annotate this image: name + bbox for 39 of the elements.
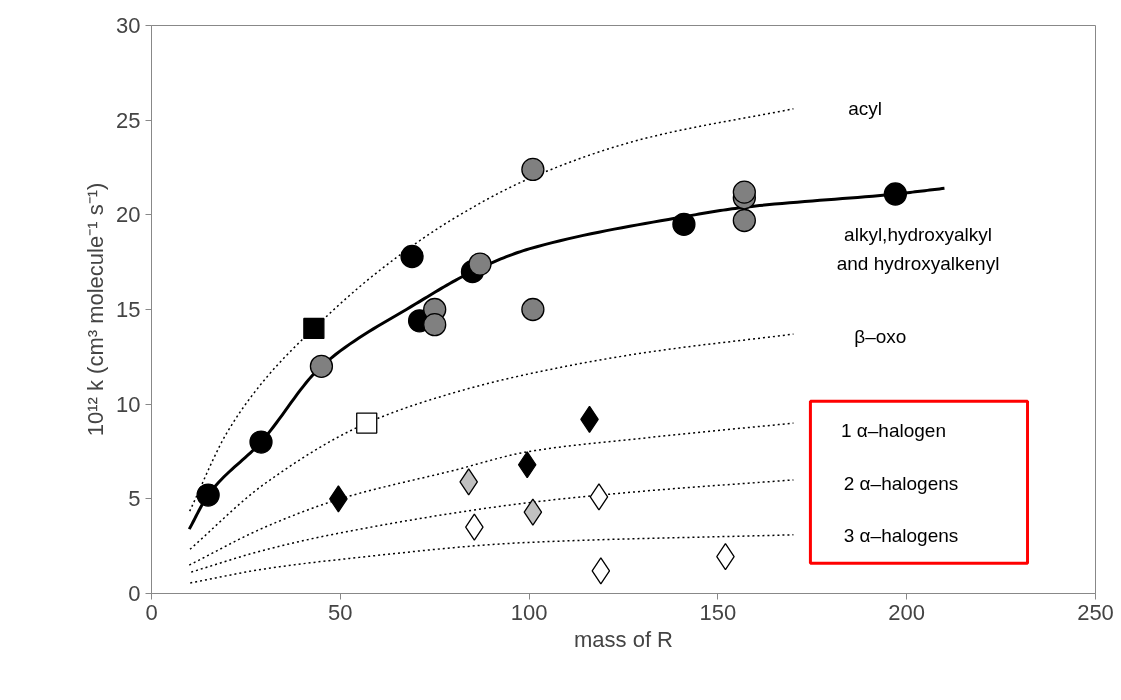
point [249,430,273,454]
point [356,412,378,434]
y-tick-label: 25 [116,107,141,133]
point [591,557,611,585]
point [589,483,609,511]
point [523,498,543,526]
point [196,483,220,507]
point [400,244,424,269]
point [521,297,545,322]
point [423,313,447,337]
x-tick-label: 250 [1077,599,1114,625]
y-tick-label: 5 [128,486,141,512]
x-tick-label: 100 [510,599,548,625]
point [468,252,492,276]
point [521,157,545,182]
point [732,208,756,233]
y-tick-label: 30 [116,13,141,38]
annotation: 2 α–halogens [843,473,959,495]
point [303,317,325,340]
point [517,451,537,479]
annotation: β–oxo [854,325,907,347]
annotation: acyl [848,98,883,120]
x-tick-label: 150 [699,599,737,625]
annotation: 1 α–halogen [840,420,947,442]
point [672,212,696,236]
x-axis-title: mass of R [573,626,674,652]
annotation: alkyl,hydroxyalkyl and hydroxyalkenyl [836,224,1000,274]
y-tick-label: 10 [116,391,141,417]
x-tick-label: 200 [888,599,926,625]
y-axis-title: 10¹² k (cm³ molecule⁻¹ s⁻¹) [83,182,109,437]
x-tick-label: 50 [328,599,353,625]
y-tick-label: 0 [128,581,141,606]
y-tick-label: 20 [116,202,141,228]
annotation: 3 α–halogens [843,525,959,547]
point [732,180,756,204]
point [883,182,908,206]
x-tick-label: 0 [145,599,158,625]
y-tick-label: 15 [116,297,141,322]
point [309,354,334,378]
